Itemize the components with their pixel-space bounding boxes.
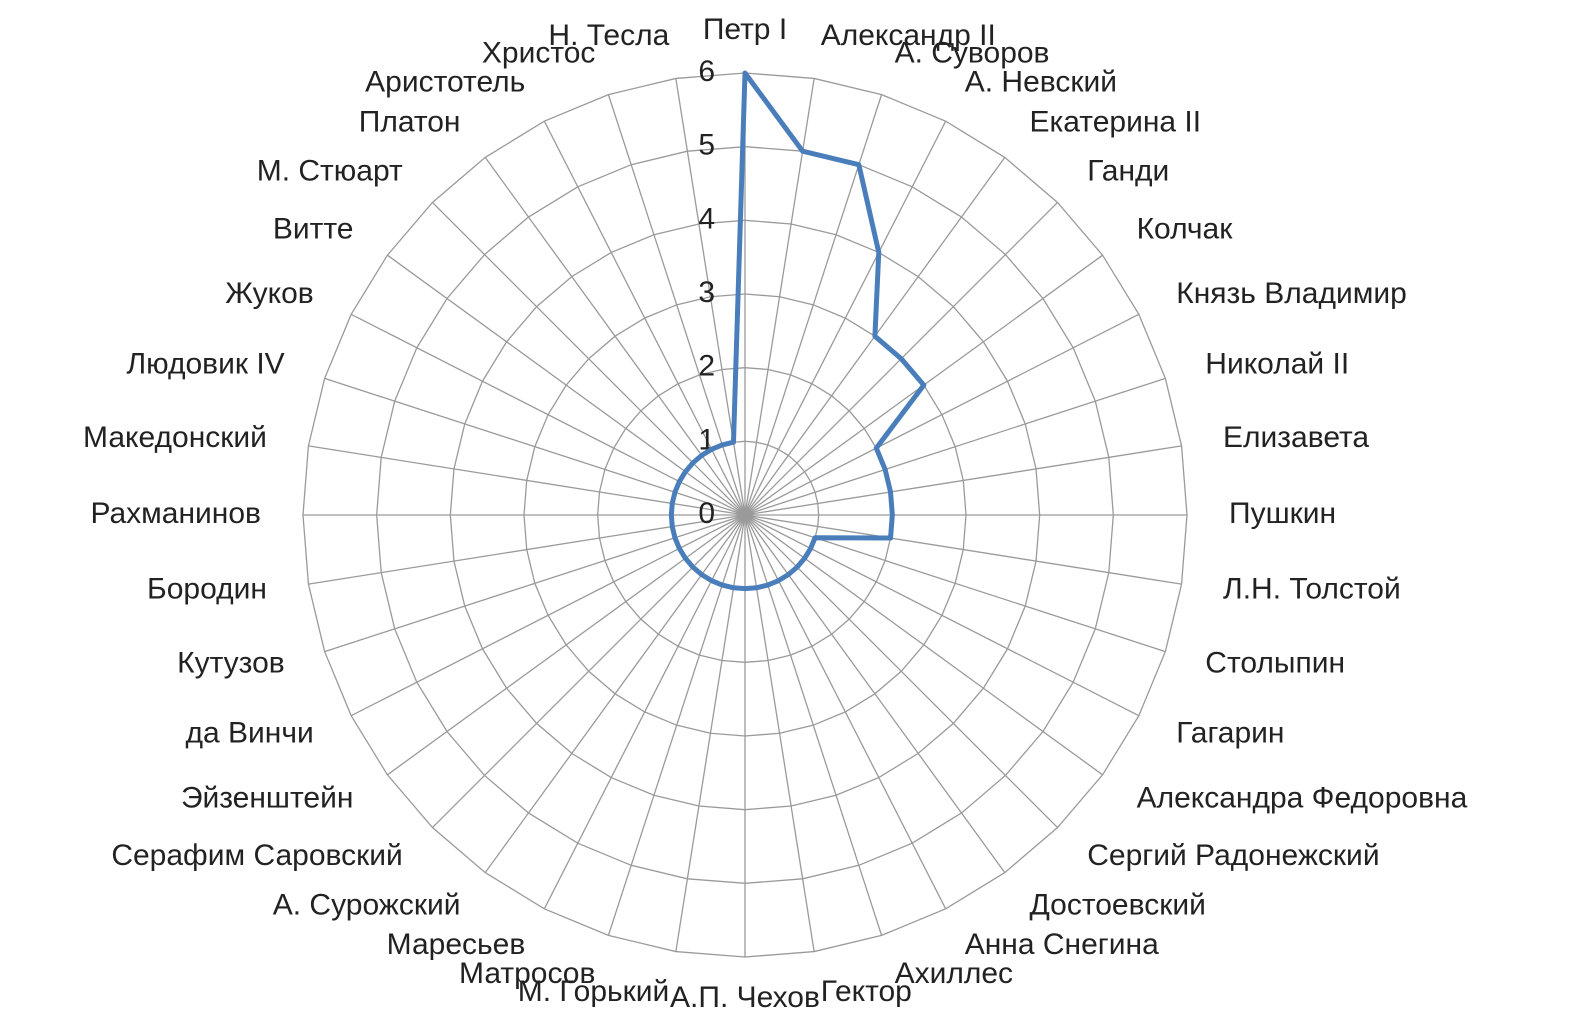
category-label: Витте xyxy=(273,212,354,245)
grid-ring xyxy=(376,146,1114,884)
category-label: Александр II xyxy=(821,19,996,52)
category-label: Матросов xyxy=(459,957,595,990)
category-label: Елизавета xyxy=(1223,421,1369,454)
y-tick-label: 6 xyxy=(698,55,715,88)
series-line xyxy=(668,70,927,592)
category-label: Людовик IV xyxy=(126,347,284,380)
y-tick-label: 4 xyxy=(698,202,715,235)
category-label: Достоевский xyxy=(1029,888,1205,921)
category-label: Столыпин xyxy=(1205,646,1345,679)
category-label: Христос xyxy=(482,37,596,70)
category-label: Кутузов xyxy=(177,646,285,679)
y-tick-label: 0 xyxy=(698,497,715,530)
y-tick-label: 5 xyxy=(698,129,715,162)
category-label: да Винчи xyxy=(186,717,314,750)
category-label: Платон xyxy=(359,105,461,138)
grid-ring xyxy=(449,219,1041,811)
category-label: Македонский xyxy=(83,421,267,454)
category-label: Серафим Саровский xyxy=(111,839,402,872)
category-label: Жуков xyxy=(225,277,313,310)
category-label: Гагарин xyxy=(1176,717,1284,750)
category-label: А. Суворов xyxy=(895,37,1050,70)
category-label: М. Горький xyxy=(518,975,670,1008)
category-label: Екатерина II xyxy=(1029,105,1201,138)
category-label: Александра Федоровна xyxy=(1137,781,1468,814)
y-tick-label: 3 xyxy=(698,276,715,309)
category-label: Николай II xyxy=(1205,347,1349,380)
category-label: Маресьев xyxy=(387,928,526,961)
category-label: Эйзенштейн xyxy=(181,781,353,814)
category-label: Сергий Радонежский xyxy=(1087,839,1379,872)
category-label: А. Сурожский xyxy=(273,888,461,921)
category-label: Гектор xyxy=(821,975,912,1008)
category-label: Ганди xyxy=(1087,155,1169,188)
grid-ring xyxy=(302,72,1188,958)
category-label: Анна Снегина xyxy=(965,928,1159,961)
category-label: М. Стюарт xyxy=(257,155,403,188)
category-label: Петр I xyxy=(703,13,787,46)
grid-ring xyxy=(597,367,893,663)
y-tick-label: 2 xyxy=(698,350,715,383)
category-label: Ахиллес xyxy=(895,957,1013,990)
grid-ring xyxy=(523,293,967,737)
category-label: А. Невский xyxy=(965,66,1117,99)
category-label: Л.Н. Толстой xyxy=(1223,573,1401,606)
category-label: Аристотель xyxy=(365,66,525,99)
category-label: Н. Тесла xyxy=(548,19,669,52)
category-label: Пушкин xyxy=(1229,497,1336,530)
category-label: Колчак xyxy=(1137,212,1234,245)
category-label: Князь Владимир xyxy=(1176,277,1407,310)
category-label: А.П. Чехов xyxy=(670,981,820,1014)
category-label: Рахманинов xyxy=(90,497,261,530)
category-label: Бородин xyxy=(147,573,267,606)
